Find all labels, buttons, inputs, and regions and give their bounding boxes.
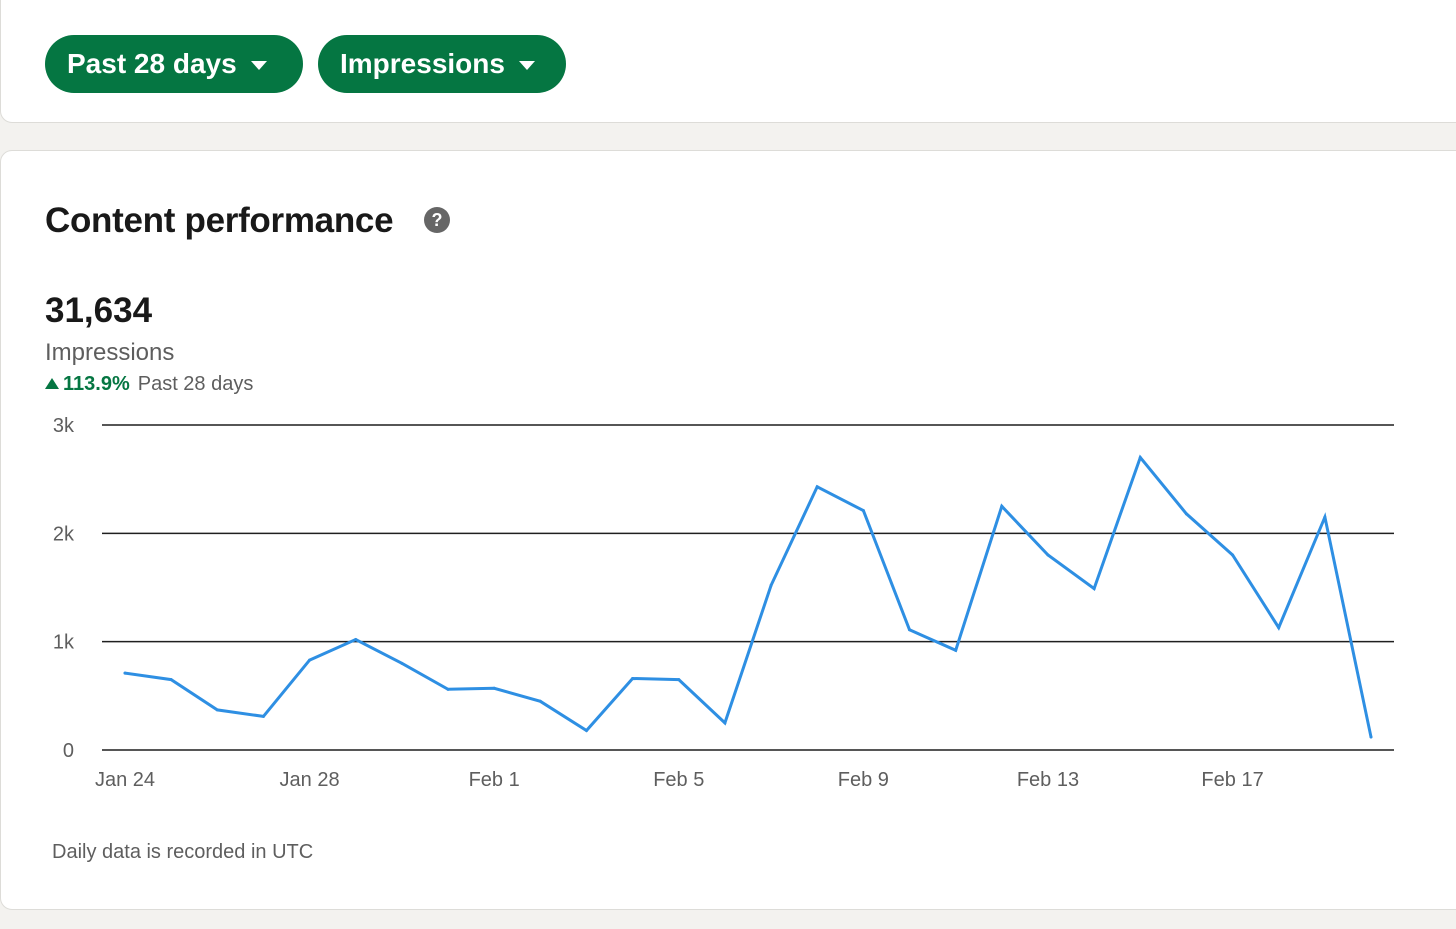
x-tick-label: Feb 1 — [469, 769, 520, 791]
data-point — [446, 687, 450, 691]
change-period: Past 28 days — [137, 373, 254, 395]
question-circle-icon[interactable]: ? — [424, 207, 450, 233]
data-point — [954, 648, 958, 652]
change-indicator: 113.9% Past 28 days — [45, 373, 253, 396]
data-point — [308, 658, 312, 662]
metric-label: Impressions — [45, 339, 175, 366]
data-point — [538, 699, 542, 703]
data-point — [1369, 735, 1373, 739]
data-point — [1092, 587, 1096, 591]
data-point — [215, 708, 219, 712]
data-point — [584, 729, 588, 732]
x-tick-label: Feb 9 — [838, 769, 889, 791]
impressions-line-chart: 0 1k 2k 3k Jan 24 Jan 28 Feb 1 Feb 5 Feb 9 Feb 13… — [53, 415, 1394, 791]
data-point — [492, 686, 496, 690]
data-point — [354, 638, 358, 641]
metric-dropdown-label: Impressions — [340, 48, 505, 79]
data-point — [723, 721, 727, 725]
data-point — [123, 671, 127, 675]
content-performance-card: Content performance ? 31,634 Impressions… — [0, 150, 1456, 910]
section-title: Content performance — [45, 201, 394, 240]
impressions-series-line — [123, 454, 1373, 739]
y-tick-label: 0 — [63, 740, 74, 762]
data-point — [1138, 456, 1142, 459]
impressions-total: 31,634 — [45, 291, 153, 330]
y-tick-label: 2k — [53, 523, 75, 545]
chevron-down-icon — [518, 60, 535, 70]
data-point — [815, 485, 819, 489]
x-tick-label: Jan 24 — [95, 769, 155, 791]
x-tick-label: Feb 13 — [1017, 769, 1079, 791]
x-tick-label: Feb 5 — [653, 769, 704, 791]
y-tick-label: 3k — [53, 415, 75, 437]
chevron-down-icon — [250, 60, 267, 70]
data-point — [1046, 553, 1050, 557]
change-value: 113.9% — [63, 373, 130, 395]
data-point — [261, 714, 265, 718]
data-point — [1184, 512, 1188, 516]
data-point — [1000, 504, 1004, 508]
data-point — [677, 678, 681, 682]
data-point — [169, 678, 173, 682]
date-range-label: Past 28 days — [67, 48, 237, 79]
data-point — [861, 509, 865, 513]
filter-card: Past 28 days Impressions — [0, 0, 1456, 123]
data-point — [631, 677, 635, 680]
data-point — [1323, 515, 1327, 519]
data-point — [908, 628, 912, 632]
data-point — [400, 661, 404, 665]
date-range-dropdown[interactable]: Past 28 days — [45, 35, 303, 93]
metric-dropdown[interactable]: Impressions — [318, 35, 566, 93]
data-point — [1277, 626, 1281, 630]
y-tick-label: 1k — [53, 632, 75, 654]
x-tick-label: Feb 17 — [1201, 769, 1263, 791]
arrow-up-icon — [45, 378, 59, 389]
data-point — [769, 583, 773, 587]
utc-footnote: Daily data is recorded in UTC — [52, 841, 314, 863]
data-point — [1231, 553, 1235, 557]
x-tick-label: Jan 28 — [280, 769, 340, 791]
